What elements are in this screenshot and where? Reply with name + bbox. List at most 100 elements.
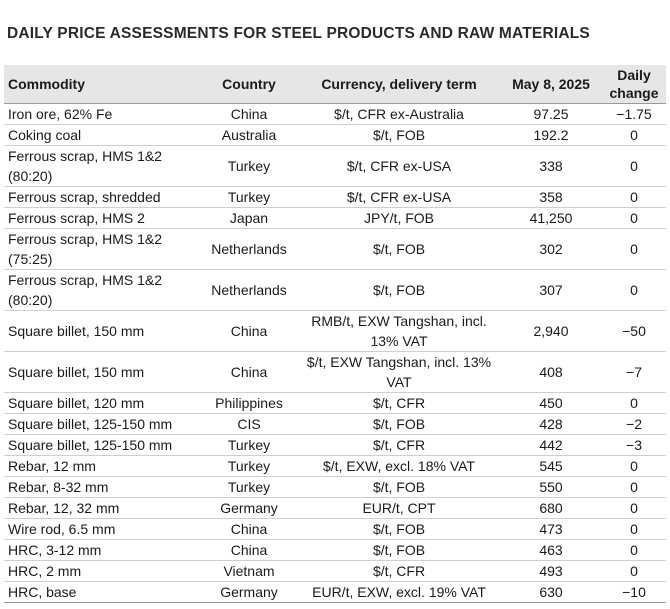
cell-currency: $/t, EXW, excl. 18% VAT [298,455,500,477]
cell-currency: $/t, EXW Tangshan, incl. 13% VAT [298,351,500,393]
cell-commodity: Square billet, 150 mm [4,351,200,393]
cell-currency: $/t, CFR ex-USA [298,186,500,208]
cell-price: 493 [500,560,602,582]
table-body: Iron ore, 62% Fe China $/t, CFR ex-Austral… [4,103,666,603]
cell-change: 0 [602,539,666,561]
cell-currency: $/t, FOB [298,476,500,498]
cell-change: −7 [602,351,666,393]
cell-currency: RMB/t, EXW Tangshan, incl. 13% VAT [298,310,500,352]
cell-price: 463 [500,539,602,561]
cell-country: China [200,351,298,393]
header-row: Commodity Country Currency, delivery ter… [4,65,666,104]
table-row: Iron ore, 62% Fe China $/t, CFR ex-Austral… [4,103,666,125]
cell-country: Germany [200,497,298,519]
cell-commodity: Coking coal [4,124,200,146]
header-daily-change-line1: Daily [617,67,651,83]
cell-currency: $/t, CFR [298,560,500,582]
table-row: Rebar, 8-32 mm Turkey $/t, FOB 550 0 [4,476,666,498]
table-row: Coking coal Australia $/t, FOB 192.2 0 [4,124,666,146]
cell-commodity: Ferrous scrap, HMS 1&2 (75:25) [4,228,200,270]
cell-price: 550 [500,476,602,498]
table-row: HRC, base Germany EUR/t, EXW, excl. 19% VA… [4,581,666,603]
cell-price: 97.25 [500,103,602,125]
cell-country: Turkey [200,186,298,208]
cell-change: −1.75 [602,103,666,125]
cell-change: 0 [602,228,666,270]
cell-country: Netherlands [200,269,298,311]
cell-price: 450 [500,392,602,414]
cell-commodity: Rebar, 12 mm [4,455,200,477]
cell-country: Vietnam [200,560,298,582]
header-daily-change-line2: change [609,85,659,101]
cell-currency: $/t, CFR [298,392,500,414]
cell-country: Philippines [200,392,298,414]
table-row: Rebar, 12 mm Turkey $/t, EXW, excl. 18% VA… [4,455,666,477]
cell-commodity: Rebar, 8-32 mm [4,476,200,498]
cell-commodity: Ferrous scrap, HMS 1&2 (80:20) [4,269,200,311]
cell-price: 302 [500,228,602,270]
cell-change: 0 [602,518,666,540]
cell-country: CIS [200,413,298,435]
cell-change: 0 [602,392,666,414]
cell-country: Netherlands [200,228,298,270]
table-row: Square billet, 150 mm China RMB/t, EXW Tan… [4,310,666,352]
cell-change: 0 [602,124,666,146]
header-date: May 8, 2025 [500,65,602,104]
cell-commodity: Rebar, 12, 32 mm [4,497,200,519]
cell-commodity: Square billet, 125-150 mm [4,413,200,435]
cell-country: Turkey [200,434,298,456]
table-row: Ferrous scrap, HMS 2 Japan JPY/t, FOB 41,25… [4,207,666,229]
cell-commodity: Iron ore, 62% Fe [4,103,200,125]
cell-currency: JPY/t, FOB [298,207,500,229]
cell-country: China [200,103,298,125]
cell-country: Turkey [200,476,298,498]
table-row: Wire rod, 6.5 mm China $/t, FOB 473 0 [4,518,666,540]
cell-country: Germany [200,581,298,603]
table-row: Square billet, 150 mm China $/t, EXW Tangs… [4,351,666,393]
cell-change: −3 [602,434,666,456]
table-row: Ferrous scrap, shredded Turkey $/t, CFR ex… [4,186,666,208]
cell-change: −50 [602,310,666,352]
cell-commodity: Square billet, 150 mm [4,310,200,352]
table-header: Commodity Country Currency, delivery ter… [4,65,666,104]
cell-price: 307 [500,269,602,311]
cell-price: 428 [500,413,602,435]
table-row: Ferrous scrap, HMS 1&2 (75:25) Netherland… [4,228,666,270]
cell-price: 680 [500,497,602,519]
table-row: HRC, 3-12 mm China $/t, FOB 463 0 [4,539,666,561]
cell-currency: EUR/t, CPT [298,497,500,519]
cell-change: 0 [602,560,666,582]
cell-commodity: Ferrous scrap, shredded [4,186,200,208]
cell-country: Japan [200,207,298,229]
cell-commodity: Square billet, 120 mm [4,392,200,414]
cell-country: China [200,518,298,540]
cell-price: 192.2 [500,124,602,146]
cell-currency: $/t, FOB [298,413,500,435]
table-row: HRC, 2 mm Vietnam $/t, CFR 493 0 [4,560,666,582]
cell-commodity: Ferrous scrap, HMS 1&2 (80:20) [4,145,200,187]
cell-change: 0 [602,269,666,311]
cell-change: −2 [602,413,666,435]
cell-commodity: Ferrous scrap, HMS 2 [4,207,200,229]
table-row: Square billet, 125-150 mm CIS $/t, FOB 428−… [4,413,666,435]
cell-change: 0 [602,207,666,229]
header-daily-change: Daily change [602,65,666,104]
table-row: Square billet, 120 mm Philippines $/t, CFR… [4,392,666,414]
cell-price: 338 [500,145,602,187]
cell-currency: $/t, FOB [298,269,500,311]
cell-country: Australia [200,124,298,146]
table-row: Ferrous scrap, HMS 1&2 (80:20) Netherland… [4,269,666,311]
cell-commodity: HRC, 3-12 mm [4,539,200,561]
header-currency: Currency, delivery term [298,65,500,104]
cell-commodity: HRC, 2 mm [4,560,200,582]
cell-commodity: HRC, base [4,581,200,603]
cell-currency: $/t, FOB [298,228,500,270]
cell-commodity: Wire rod, 6.5 mm [4,518,200,540]
page-title: DAILY PRICE ASSESSMENTS FOR STEEL PRODUC… [7,25,590,42]
cell-price: 442 [500,434,602,456]
cell-currency: $/t, CFR ex-Australia [298,103,500,125]
cell-price: 630 [500,581,602,603]
cell-price: 41,250 [500,207,602,229]
cell-currency: $/t, CFR ex-USA [298,145,500,187]
cell-country: Turkey [200,455,298,477]
